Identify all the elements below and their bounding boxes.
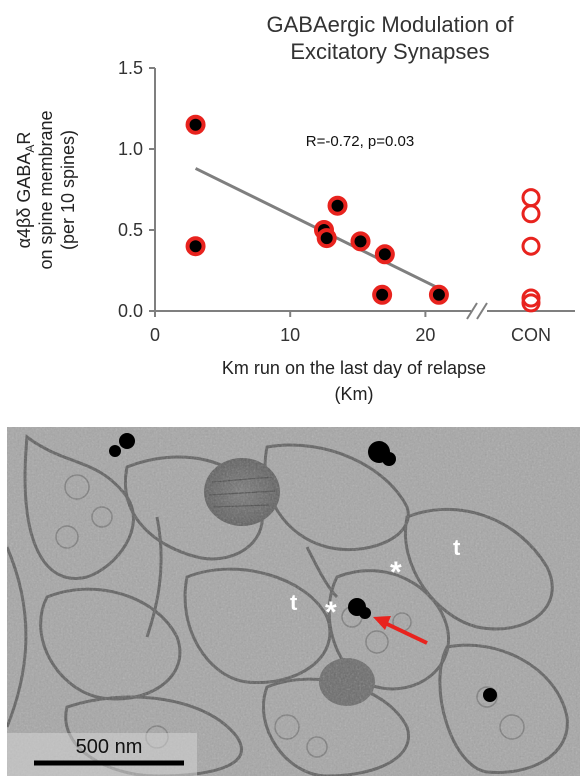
y-tick-label: 0.5 xyxy=(118,220,143,240)
data-point-control xyxy=(521,188,541,208)
y-axis-label: α4βδ GABAAR on spine membrane (per 10 spin… xyxy=(14,110,78,269)
spine-asterisk-2: * xyxy=(325,596,337,629)
y-axis-label-subscript: A xyxy=(23,145,37,153)
electron-micrograph: t t * * 500 nm xyxy=(7,427,580,776)
axis-break-mark xyxy=(466,302,478,320)
data-point-filled xyxy=(185,236,206,257)
x-axis-label-line: (Km) xyxy=(335,384,374,404)
x-tick-label: 20 xyxy=(415,325,435,345)
terminal-label-1: t xyxy=(453,535,461,560)
micrograph-svg: t t * * 500 nm xyxy=(7,427,580,776)
chart-title-line: GABAergic Modulation of xyxy=(266,12,514,37)
y-tick-label: 1.5 xyxy=(118,58,143,78)
x-tick-label-con: CON xyxy=(511,325,551,345)
red-arrow xyxy=(373,616,428,645)
data-point-filled xyxy=(327,195,348,216)
y-tick-label: 0.0 xyxy=(118,301,143,321)
data-points xyxy=(185,114,541,313)
data-point-filled xyxy=(428,284,449,305)
x-axis-label: Km run on the last day of relapse (Km) xyxy=(222,358,486,404)
tick-labels: 0.0 0.5 1.0 1.5 0 10 20 CON xyxy=(118,58,551,345)
y-axis-label-text: α4βδ GABA xyxy=(14,153,34,249)
data-point-control xyxy=(521,204,541,224)
data-point-filled xyxy=(185,114,206,135)
x-tick-label: 10 xyxy=(280,325,300,345)
y-tick-label: 1.0 xyxy=(118,139,143,159)
axis-break-mark xyxy=(476,302,488,320)
y-axis-label-line: (per 10 spines) xyxy=(58,130,78,250)
scale-bar-label: 500 nm xyxy=(76,736,143,758)
x-axis-label-line: Km run on the last day of relapse xyxy=(222,358,486,378)
data-point-control xyxy=(521,236,541,256)
data-point-filled xyxy=(350,231,371,252)
data-point-filled xyxy=(374,244,395,265)
chart-axes xyxy=(149,67,575,320)
data-point-control xyxy=(521,293,541,313)
y-axis-label-text: R xyxy=(14,132,34,145)
x-tick-label: 0 xyxy=(150,325,160,345)
y-axis-label-line: α4βδ GABAAR xyxy=(14,132,37,249)
gold-particles xyxy=(109,433,497,702)
correlation-annotation: R=-0.72, p=0.03 xyxy=(306,133,414,150)
chart-title-line: Excitatory Synapses xyxy=(290,39,489,64)
micrograph-grain xyxy=(7,427,580,776)
scale-bar-background xyxy=(7,733,197,776)
data-point-filled xyxy=(316,228,337,249)
data-point-filled xyxy=(372,284,393,305)
terminal-label-2: t xyxy=(290,590,298,615)
spine-asterisk-1: * xyxy=(390,556,402,589)
y-axis-label-line: on spine membrane xyxy=(36,110,56,269)
scatter-chart: GABAergic Modulation of Excitatory Synaps… xyxy=(14,12,575,404)
